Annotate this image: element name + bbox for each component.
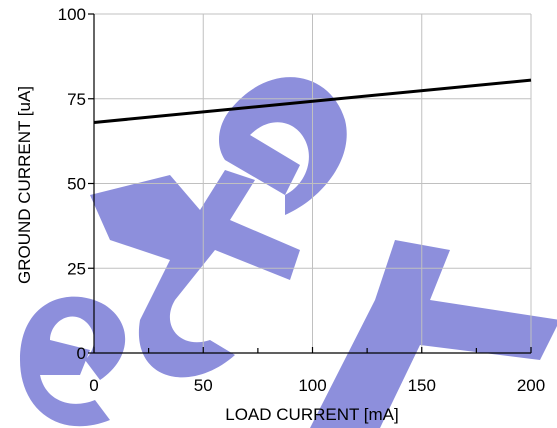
y-tick-label-50: 50 xyxy=(67,175,86,194)
y-tick-label-100: 100 xyxy=(58,5,86,24)
y-tick-label-25: 25 xyxy=(67,259,86,278)
x-axis-title: LOAD CURRENT [mA] xyxy=(225,405,399,424)
axis-ticks xyxy=(88,13,532,354)
series-line-0 xyxy=(93,78,532,124)
x-tick-label-0: 0 xyxy=(89,376,98,395)
x-tick-label-50: 50 xyxy=(194,376,213,395)
y-axis-title: GROUND CURRENT [uA] xyxy=(15,86,34,284)
gridlines xyxy=(94,13,532,353)
x-tick-label-200: 200 xyxy=(517,376,545,395)
watermark-obsolete xyxy=(20,77,557,428)
y-tick-label-0: 0 xyxy=(77,344,86,363)
x-tick-label-150: 150 xyxy=(408,376,436,395)
x-tick-label-100: 100 xyxy=(298,376,326,395)
series-layer xyxy=(93,78,532,124)
x-tick-labels: 0 50 100 150 200 xyxy=(89,376,545,395)
y-tick-labels: 0 25 50 75 100 xyxy=(58,5,86,363)
y-tick-label-75: 75 xyxy=(67,90,86,109)
